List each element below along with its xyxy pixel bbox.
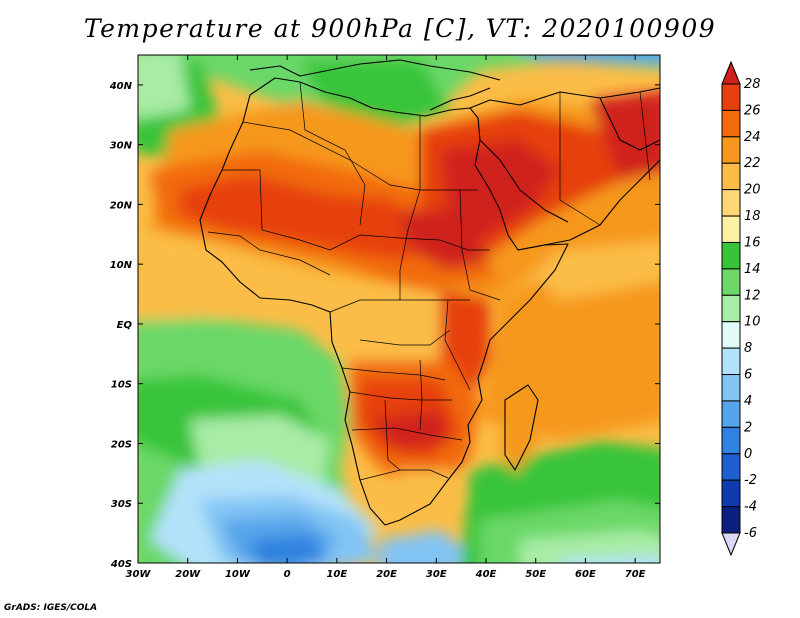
lon-tick-label: 40E bbox=[475, 569, 497, 580]
colorbar-top-arrow bbox=[721, 60, 741, 85]
lon-tick-label: 20W bbox=[175, 569, 201, 580]
colorbar-label: 28 bbox=[744, 77, 761, 92]
colorbar-label: 12 bbox=[744, 288, 761, 303]
colorbar-box bbox=[721, 241, 741, 270]
colorbar-label: 22 bbox=[744, 156, 761, 171]
lon-tick-label: 10E bbox=[326, 569, 347, 580]
colorbar-label: -6 bbox=[744, 526, 757, 541]
lon-tick-label: 30W bbox=[126, 569, 152, 580]
colorbar-box bbox=[721, 189, 741, 217]
lat-tick-label: 40S bbox=[110, 559, 132, 570]
map-title: Temperature at 900hPa [C], VT: 202010090… bbox=[83, 14, 717, 43]
colorbar-label: 6 bbox=[744, 368, 752, 383]
colorbar-label: -4 bbox=[744, 500, 757, 515]
colorbar-box bbox=[721, 506, 741, 534]
lon-tick-label: 10W bbox=[225, 569, 251, 580]
colorbar-box bbox=[721, 215, 741, 243]
colorbar-label: 20 bbox=[744, 183, 761, 198]
lat-tick-label: EQ bbox=[117, 320, 133, 331]
colorbar-box bbox=[721, 268, 741, 296]
lon-tick-label: 60E bbox=[575, 569, 596, 580]
lon-tick-label: 70E bbox=[625, 569, 646, 580]
colorbar-box bbox=[721, 347, 741, 376]
colorbar-box bbox=[721, 136, 741, 164]
colorbar-label: 16 bbox=[744, 235, 761, 250]
colorbar-label: 4 bbox=[744, 394, 752, 409]
grads-credit: GrADS: IGES/COLA bbox=[4, 603, 98, 613]
colorbar-box bbox=[721, 294, 741, 323]
colorbar-label: 24 bbox=[744, 130, 761, 145]
colorbar-bottom-arrow bbox=[721, 532, 741, 557]
lon-tick-label: 30E bbox=[426, 569, 447, 580]
temperature-field bbox=[138, 55, 660, 563]
colorbar-label: 18 bbox=[744, 209, 761, 224]
colorbar-label: 10 bbox=[744, 315, 761, 330]
map-frame bbox=[137, 54, 661, 564]
lat-tick-label: 20S bbox=[111, 439, 132, 450]
lat-tick-label: 20N bbox=[110, 200, 133, 211]
lat-tick-label: 10S bbox=[111, 380, 132, 391]
lat-tick-label: 30S bbox=[111, 499, 132, 510]
colorbar-box bbox=[721, 162, 741, 191]
lon-tick-label: 0 bbox=[284, 569, 291, 580]
colorbar-box bbox=[721, 83, 741, 111]
colorbar-box bbox=[721, 453, 741, 481]
country-borders bbox=[207, 81, 651, 481]
colorbar-box bbox=[721, 374, 741, 402]
lat-tick-label: 30N bbox=[110, 141, 133, 152]
colorbar-box bbox=[721, 109, 741, 138]
longitude-axis: 30W 20W 10W 0 10E 20E 30E 40E 50E 60E 70E bbox=[126, 55, 646, 580]
lat-tick-label: 10N bbox=[110, 260, 133, 271]
colorbar-label: 14 bbox=[744, 262, 761, 277]
latitude-axis: 40N 30N 20N 10N EQ 10S 20S 30S 40S bbox=[109, 81, 660, 570]
colorbar-label: 0 bbox=[744, 447, 752, 462]
lat-tick-label: 40N bbox=[109, 81, 133, 92]
colorbar-label: -2 bbox=[744, 473, 757, 488]
lon-tick-label: 50E bbox=[525, 569, 546, 580]
colorbar-label: 8 bbox=[744, 341, 752, 356]
colorbar-box bbox=[721, 400, 741, 428]
colorbar-box bbox=[721, 426, 741, 455]
colorbar-box bbox=[721, 321, 741, 349]
colorbar-box bbox=[721, 479, 741, 508]
lon-tick-label: 20E bbox=[376, 569, 397, 580]
colorbar-label: 26 bbox=[744, 103, 761, 118]
colorbar-label: 2 bbox=[744, 420, 752, 435]
